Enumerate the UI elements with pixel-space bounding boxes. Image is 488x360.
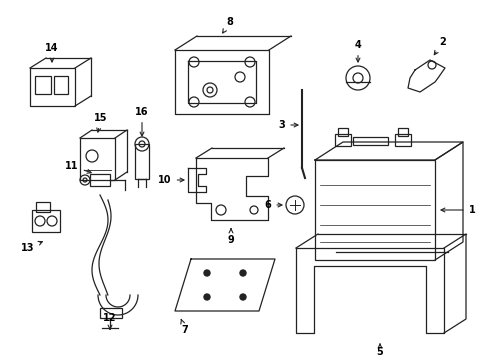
Bar [30, 68, 75, 106]
Text: 7: 7 [181, 319, 188, 335]
Text: 1: 1 [440, 205, 474, 215]
Text: 5: 5 [376, 344, 383, 357]
Bar [54, 76, 68, 94]
Text: 2: 2 [433, 37, 446, 55]
Bar [352, 137, 387, 145]
Bar [80, 138, 115, 180]
Text: 15: 15 [94, 113, 107, 132]
Text: 13: 13 [21, 242, 42, 253]
Bar [334, 134, 350, 146]
Bar [337, 128, 347, 136]
Bar [135, 144, 149, 179]
Circle shape [203, 270, 209, 276]
Text: 14: 14 [45, 43, 59, 62]
Text: 10: 10 [158, 175, 183, 185]
Circle shape [240, 294, 245, 300]
Text: 8: 8 [222, 17, 233, 33]
Bar [35, 76, 51, 94]
Text: 6: 6 [264, 200, 282, 210]
Text: 4: 4 [354, 40, 361, 62]
Text: 9: 9 [227, 229, 234, 245]
Bar [36, 202, 50, 212]
Bar [100, 308, 122, 318]
Text: 3: 3 [278, 120, 297, 130]
Circle shape [240, 270, 245, 276]
Text: 12: 12 [103, 313, 117, 329]
Circle shape [203, 294, 209, 300]
Text: 11: 11 [65, 161, 91, 173]
Bar [90, 174, 110, 186]
Bar [397, 128, 407, 136]
Bar [314, 160, 434, 260]
Text: 16: 16 [135, 107, 148, 136]
Bar [394, 134, 410, 146]
Bar [32, 210, 60, 232]
